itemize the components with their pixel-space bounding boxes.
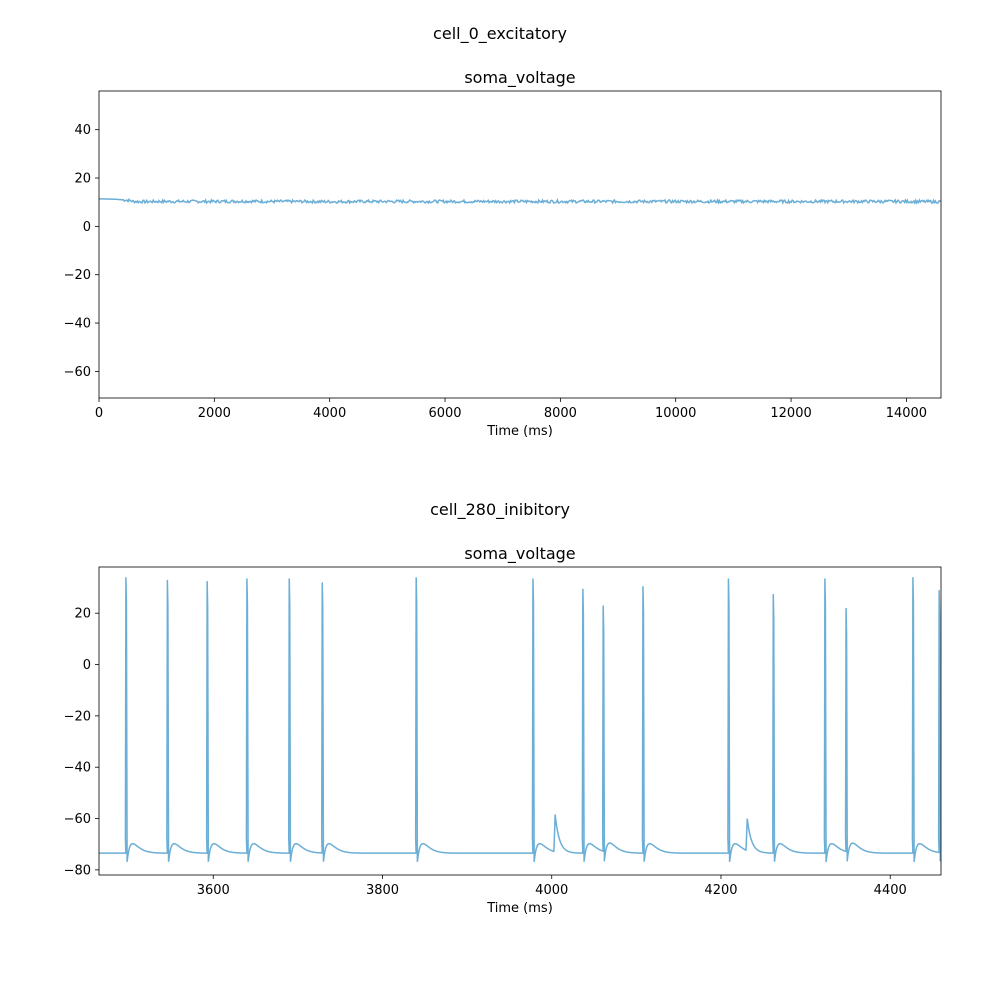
chart-2-ytick-label: −20 [64,709,91,724]
chart-2-ytick-label: −60 [64,812,91,827]
chart-2-ytick-label: −80 [64,863,91,878]
chart-1-xtick-label: 14000 [886,406,927,421]
chart-1-suptitle: cell_0_excitatory [433,24,567,43]
chart-1-frame [98,90,942,399]
chart-1-ytick-label: −40 [64,317,91,332]
chart-1-ytick-label: 20 [74,172,91,187]
chart-2-xtick-label: 4200 [704,883,737,898]
chart-1-xtick-label: 4000 [313,406,346,421]
chart-2-xtick-label: 3800 [366,883,399,898]
chart-2-xlabel: Time (ms) [486,901,553,916]
chart-2-xtick-label: 3600 [197,883,230,898]
chart-1-xtick-label: 12000 [770,406,811,421]
chart-2-xtick-label: 4400 [874,883,907,898]
chart-1-ytick-label: 40 [74,123,91,138]
chart-1-xtick-label: 8000 [544,406,577,421]
chart-2-ytick-label: −40 [64,761,91,776]
chart-1-xtick-label: 0 [95,406,103,421]
chart-1-ytick-label: −20 [64,268,91,283]
chart-2-title: soma_voltage [464,544,575,564]
chart-1-voltage-plot: soma_voltage 0 2000 4000 6000 8000 10000 12000 1… [64,68,942,439]
chart-2-ytick-label: 20 [74,607,91,622]
chart-1-series-line [98,197,942,205]
chart-1-ytick-label: −60 [64,365,91,380]
chart-1-xtick-label: 2000 [198,406,231,421]
chart-2-suptitle: cell_280_inibitory [430,500,570,519]
chart-2-xtick-label: 4000 [535,883,568,898]
chart-1-title: soma_voltage [464,68,575,88]
chart-2-frame [98,566,942,876]
chart-1-xtick-label: 10000 [655,406,696,421]
chart-1-xlabel: Time (ms) [486,424,553,439]
chart-2-series-line [99,577,941,862]
chart-1-ytick-label: 0 [83,220,91,235]
chart-1-xtick-label: 6000 [428,406,461,421]
chart-2-ytick-label: 0 [83,658,91,673]
